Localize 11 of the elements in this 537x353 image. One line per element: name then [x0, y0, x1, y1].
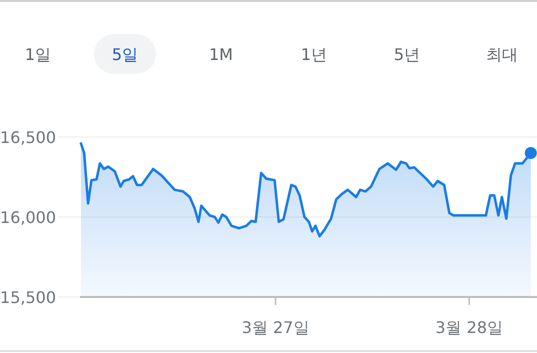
- text: 최대: [486, 45, 518, 64]
- y-tick-label: 16,500: [0, 128, 56, 147]
- x-tick-label: 3월 27일: [242, 318, 310, 337]
- text: 1년: [300, 45, 328, 64]
- y-tick-label: 15,500: [0, 288, 56, 307]
- text: 5일: [112, 45, 138, 64]
- x-tick-label: 3월 28일: [435, 318, 504, 337]
- text: 1일: [24, 45, 52, 64]
- text: 5년: [394, 45, 420, 64]
- text: 1M: [209, 45, 233, 64]
- y-tick-label: 16,000: [0, 208, 56, 227]
